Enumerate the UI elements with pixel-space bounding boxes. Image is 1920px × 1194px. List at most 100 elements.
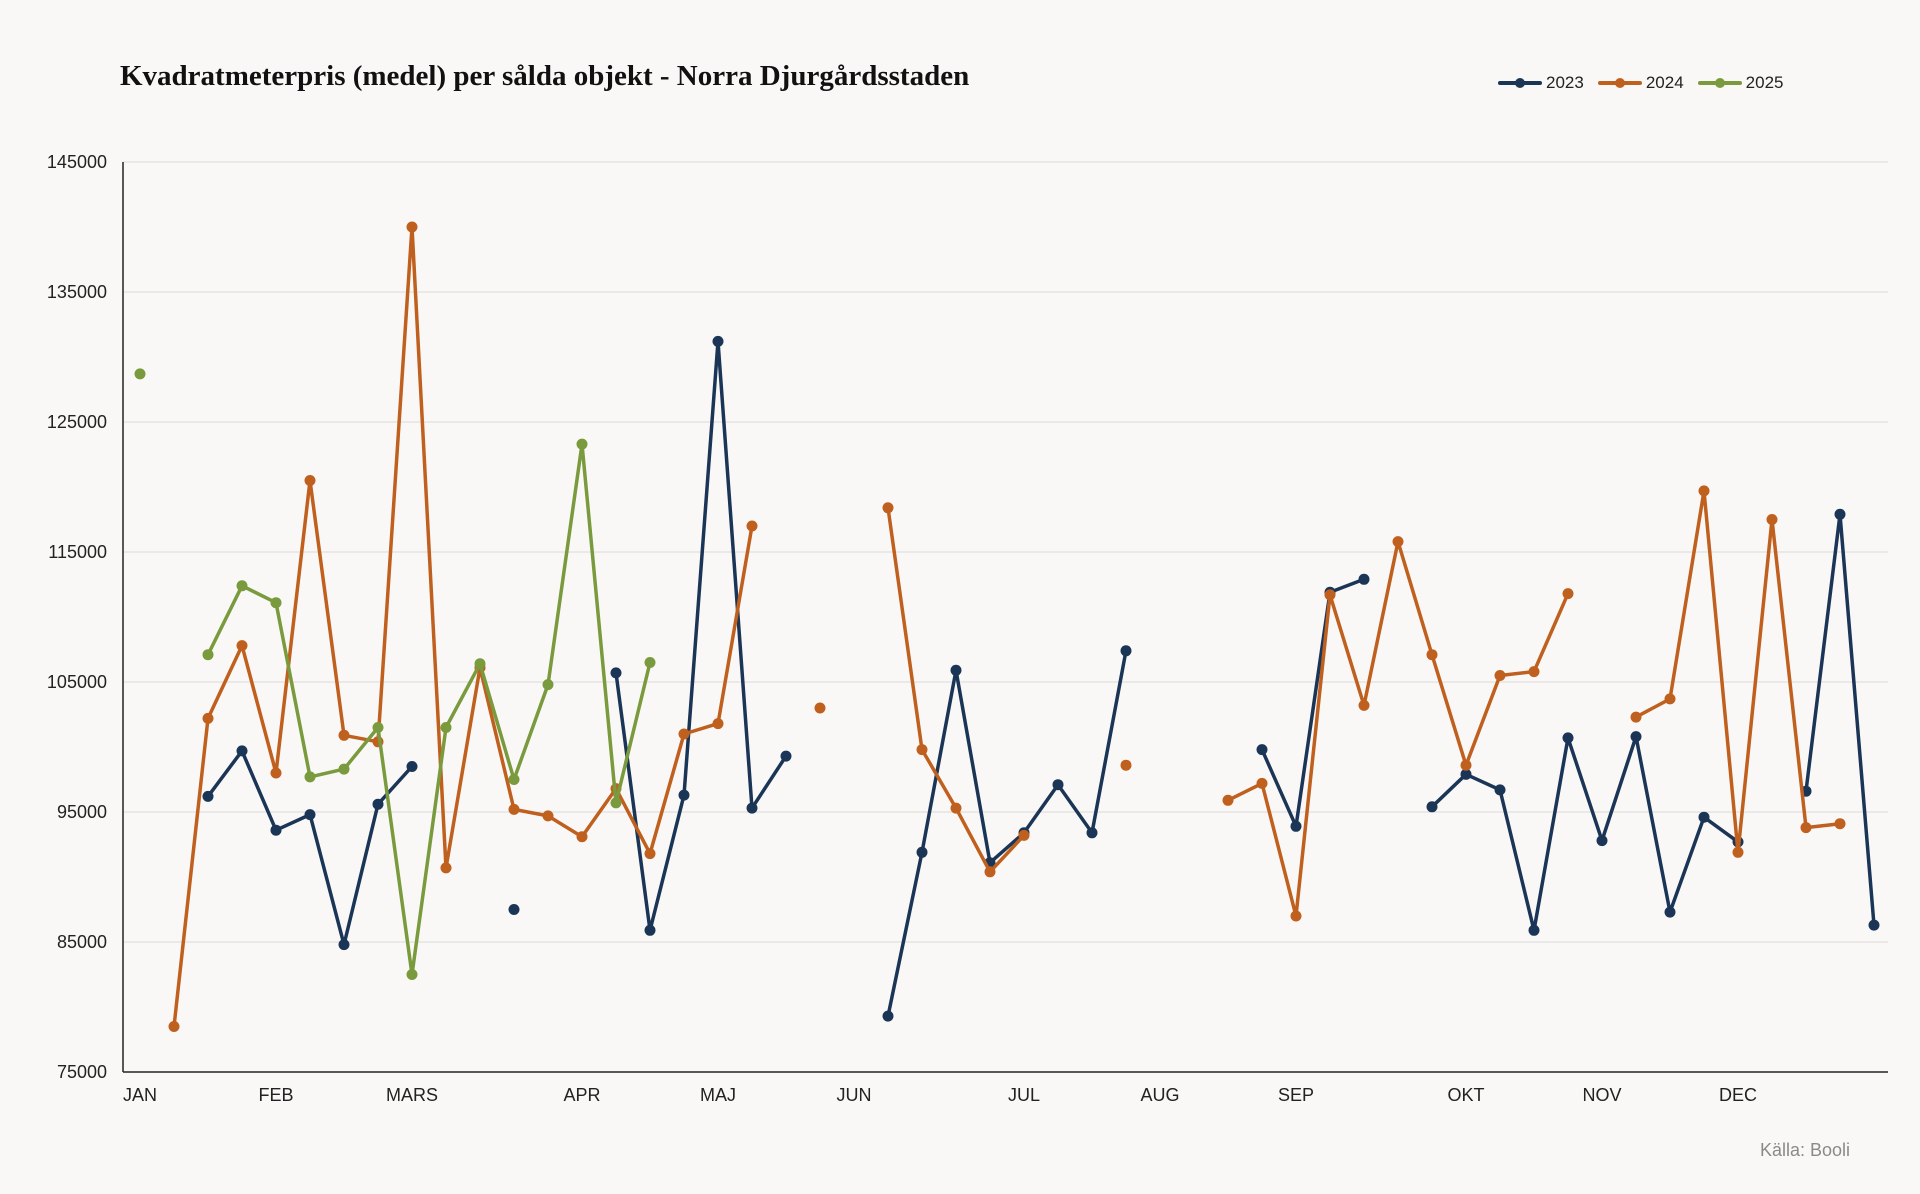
data-point-2025 [134,368,146,380]
series-2024 [168,221,1846,1032]
data-point-2023 [1426,801,1438,813]
data-point-2023 [882,1010,894,1022]
series-line-2024 [1634,489,1842,855]
data-point-2024 [304,475,316,486]
data-point-2025 [304,771,316,783]
data-point-2024 [1018,829,1030,841]
data-point-2025 [338,763,350,775]
data-point-2024 [678,728,690,740]
data-point-2023 [746,802,758,814]
y-tick-label: 145000 [47,152,107,172]
data-point-2025 [440,722,452,733]
data-point-2024 [1392,536,1404,548]
x-tick-label: NOV [1582,1085,1621,1105]
data-point-2024 [576,831,588,843]
data-point-2024 [746,520,758,532]
data-point-2024 [1766,514,1778,525]
data-point-2023 [780,750,792,762]
legend-label-2025: 2025 [1745,73,1784,92]
data-point-2024 [1732,846,1744,858]
data-point-2024 [1698,485,1710,497]
data-point-2023 [270,824,282,836]
legend-swatch-2024 [1597,76,1642,90]
data-point-2024 [1528,666,1540,678]
x-tick-label: OKT [1447,1085,1484,1105]
data-point-2023 [1086,827,1098,839]
x-tick-label: JAN [123,1085,157,1105]
data-point-2024 [984,866,996,878]
legend-label-2024: 2024 [1645,73,1684,92]
x-tick-label: MAJ [700,1085,736,1105]
data-point-2024 [1256,777,1268,789]
data-point-2024 [1290,910,1302,922]
data-point-2023 [304,809,316,821]
series-line-2023 [1260,577,1366,829]
data-point-2024 [1494,670,1506,681]
data-point-2024 [1562,588,1574,600]
data-point-2023 [1868,919,1880,931]
data-point-2023 [1698,811,1710,823]
data-point-2025 [542,679,554,691]
series-line-2024 [172,225,754,1029]
data-point-2023 [1596,835,1608,847]
data-point-2023 [916,846,928,858]
data-point-2023 [1834,508,1846,520]
x-tick-label: JUN [837,1085,872,1105]
data-point-2025 [644,657,656,668]
data-point-2024 [542,810,554,822]
data-point-2025 [270,597,282,609]
data-point-2023 [1460,768,1472,780]
data-point-2024 [168,1021,180,1032]
data-point-2025 [236,580,248,592]
x-tick-label: JUL [1008,1085,1040,1105]
data-point-2024 [270,767,282,779]
data-point-2023 [1358,573,1370,585]
data-point-2024 [202,712,214,724]
data-point-2023 [338,939,350,951]
chart-title: Kvadratmeterpris (medel) per sålda objek… [120,60,970,92]
data-point-2024 [1324,589,1336,601]
series-line-2023 [886,649,1128,1018]
data-point-2025 [576,438,588,450]
data-point-2023 [1528,924,1540,936]
x-tick-label: AUG [1140,1085,1179,1105]
x-tick-label: FEB [258,1085,293,1105]
data-point-2023 [1664,906,1676,918]
data-point-2023 [372,798,384,810]
data-point-2024 [950,802,962,814]
y-tick-label: 125000 [47,412,107,432]
x-tick-label: SEP [1278,1085,1314,1105]
data-point-2024 [1664,693,1676,705]
data-point-2025 [202,649,214,661]
data-point-2025 [508,774,520,785]
x-tick-label: MARS [386,1085,438,1105]
legend-item-2024: 2024 [1597,73,1684,93]
data-point-2024 [1426,649,1438,661]
series-2025 [134,368,656,980]
data-point-2024 [814,702,826,714]
data-point-2024 [1222,794,1234,806]
legend: 2023 2024 2025 [1498,73,1783,93]
data-point-2024 [1800,822,1812,834]
legend-swatch-2025 [1697,76,1742,90]
data-point-2024 [1630,711,1642,723]
data-point-2024 [508,803,520,815]
data-point-2023 [236,745,248,757]
data-point-2023 [202,790,214,802]
data-point-2023 [1290,820,1302,832]
data-point-2024 [338,729,350,741]
data-point-2024 [1460,759,1472,771]
data-point-2024 [882,502,894,514]
data-point-2025 [372,722,384,733]
x-tick-label: DEC [1719,1085,1757,1105]
y-tick-label: 135000 [47,282,107,302]
series-line-2023 [614,339,788,933]
source-note: Källa: Booli [1759,1140,1850,1160]
data-point-2024 [236,640,248,652]
data-point-2024 [644,848,656,860]
data-point-2024 [916,744,928,756]
data-point-2023 [508,904,520,915]
legend-swatch-2023 [1498,76,1542,90]
data-point-2023 [1494,784,1506,796]
